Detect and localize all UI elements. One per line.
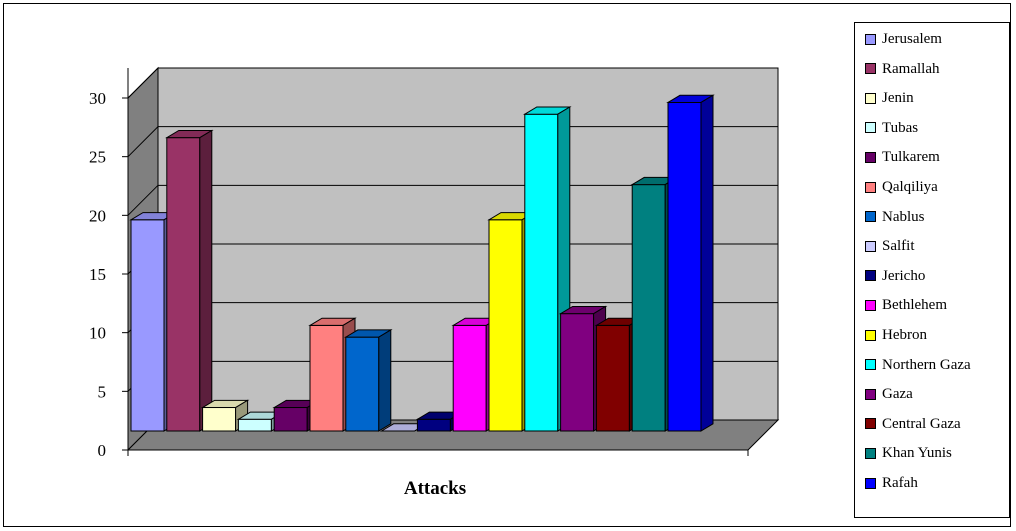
legend-item: Gaza (865, 384, 913, 404)
bar-front (237, 418, 272, 432)
gridline (127, 184, 778, 216)
legend-swatch (865, 92, 876, 104)
legend-item: Ramallah (865, 59, 939, 79)
legend-item: Northern Gaza (865, 355, 971, 375)
bar-front (667, 101, 702, 432)
bar-side (199, 129, 213, 432)
legend-item: Jericho (865, 266, 925, 286)
legend-swatch (865, 418, 876, 430)
axes (122, 68, 749, 456)
legend-item: Tubas (865, 118, 918, 138)
bar-front (273, 407, 308, 432)
legend-item: Central Gaza (865, 414, 961, 434)
legend-swatch (865, 329, 876, 341)
legend-item: Tulkarem (865, 147, 940, 167)
legend-swatch (865, 270, 876, 282)
x-axis-label: Attacks (404, 478, 466, 499)
bar-front (416, 418, 451, 432)
bar-nablus (343, 329, 393, 432)
y-tick-label: 20 (89, 206, 106, 225)
bar-front (524, 113, 559, 432)
legend-label: Ramallah (882, 60, 940, 77)
legend-swatch (865, 122, 876, 134)
y-tick-label: 10 (89, 324, 106, 343)
y-tick-label: 15 (89, 265, 106, 284)
bar-front (631, 184, 666, 432)
bar-front (202, 407, 237, 432)
bar-front (595, 324, 630, 432)
legend-label: Khan Yunis (882, 445, 952, 462)
legend-swatch (865, 299, 876, 311)
legend-swatch (865, 181, 876, 193)
bar-ramallah (164, 129, 214, 432)
legend-swatch (865, 447, 876, 459)
legend-item: Qalqiliya (865, 177, 938, 197)
legend-item: Bethlehem (865, 295, 947, 315)
bars (129, 94, 715, 432)
y-tick-label: 25 (89, 148, 106, 167)
legend-item: Hebron (865, 325, 927, 345)
legend-label: Gaza (882, 386, 913, 403)
legend-swatch (865, 240, 876, 252)
legend-swatch (865, 211, 876, 223)
legend-item: Nablus (865, 207, 925, 227)
bar-front (130, 219, 165, 432)
y-tick-label: 0 (98, 441, 107, 460)
legend-label: Jerusalem (882, 31, 942, 47)
legend-label: Salfit (882, 238, 915, 255)
bar-side (700, 94, 714, 432)
legend-label: Tubas (882, 119, 919, 136)
y-tick-labels: 0 5 10 15 20 25 30 (89, 89, 106, 460)
legend-label: Central Gaza (882, 415, 961, 432)
legend-item: Jenin (865, 88, 914, 108)
legend-item: Rafah (865, 473, 918, 493)
legend-label: Tulkarem (882, 149, 940, 166)
legend-label: Jenin (882, 90, 914, 107)
legend-label: Jericho (882, 267, 926, 284)
legend-label: Nablus (882, 208, 925, 225)
bar-front (309, 324, 344, 432)
legend-swatch (865, 33, 876, 45)
legend-swatch (865, 63, 876, 75)
legend-swatch (865, 388, 876, 400)
legend-label: Northern Gaza (882, 356, 971, 373)
legend-item: Salfit (865, 236, 915, 256)
legend-swatch (865, 151, 876, 163)
legend-label: Qalqiliya (882, 179, 938, 195)
legend-item: Khan Yunis (865, 443, 952, 463)
bar-front (345, 336, 380, 432)
y-tick-label: 5 (98, 382, 107, 401)
legend-label: Bethlehem (882, 297, 947, 314)
legend-swatch (865, 477, 876, 489)
legend-swatch (865, 359, 876, 371)
gridline (127, 67, 778, 99)
bar-side (378, 329, 392, 432)
bar-front (166, 137, 201, 432)
legend-item: Jerusalem (865, 29, 942, 49)
legend: Jerusalem Ramallah Jenin Tubas Tulkarem Qalqi… (854, 22, 1010, 518)
bar-front (452, 324, 487, 432)
gridline (127, 126, 778, 158)
bar-front (560, 313, 595, 432)
legend-label: Hebron (882, 327, 927, 343)
bar-rafah (666, 94, 715, 432)
y-tick-label: 30 (89, 89, 106, 108)
bar-front (488, 219, 523, 432)
legend-label: Rafah (882, 475, 918, 491)
